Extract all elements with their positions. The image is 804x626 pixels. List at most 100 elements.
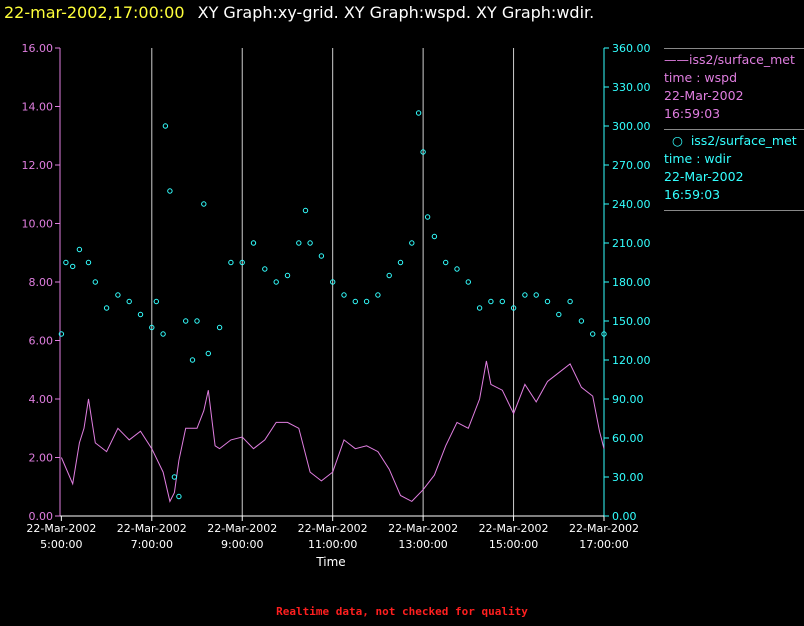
title-graph-names: XY Graph:xy-grid. XY Graph:wspd. XY Grap…: [197, 3, 595, 22]
x-tick-date: 22-Mar-2002: [117, 522, 187, 535]
wdir-point: [341, 292, 347, 298]
legend-entry-wdir: ○ iss2/surface_met time : wdir 22-Mar-20…: [664, 132, 804, 208]
legend: ——iss2/surface_met time : wspd 22-Mar-20…: [664, 46, 804, 213]
wdir-point: [284, 272, 291, 279]
wdir-point: [167, 188, 173, 194]
wdir-point: [578, 318, 585, 324]
y-right-tick-label: 210.00: [612, 237, 651, 250]
y-right-tick-label: 180.00: [612, 276, 651, 289]
line-marker-icon: ——: [664, 52, 689, 67]
y-right-tick-label: 300.00: [612, 120, 651, 133]
wdir-point: [363, 298, 370, 305]
wdir-point: [228, 259, 234, 266]
y-right-tick-label: 0.00: [612, 510, 637, 523]
wdir-point: [454, 266, 460, 272]
legend-separator: [664, 48, 804, 49]
legend-time: 16:59:03: [664, 106, 721, 121]
y-right-tick-label: 60.00: [612, 432, 644, 445]
wdir-point: [85, 259, 92, 266]
wdir-point: [544, 298, 551, 305]
wdir-point: [176, 493, 182, 500]
wdir-point: [189, 357, 196, 363]
wdir-point: [522, 292, 528, 298]
wdir-point: [465, 279, 471, 285]
wdir-point: [171, 474, 178, 480]
y-left-tick-label: 4.00: [29, 393, 54, 406]
legend-separator: [664, 210, 804, 211]
y-right-tick-label: 270.00: [612, 159, 651, 172]
legend-separator: [664, 129, 804, 130]
wdir-point: [76, 246, 83, 253]
circle-marker-icon: ○: [664, 133, 691, 148]
legend-variable: time : wspd: [664, 70, 738, 85]
legend-source: iss2/surface_met: [689, 52, 795, 67]
y-right-tick-label: 240.00: [612, 198, 651, 211]
wdir-point: [115, 292, 121, 298]
wdir-point: [510, 305, 517, 311]
wdir-point: [58, 331, 65, 337]
wdir-point: [409, 240, 415, 246]
quality-warning: Realtime data, not checked for quality: [276, 605, 528, 618]
x-tick-time: 11:00:00: [308, 538, 357, 551]
wdir-point: [153, 298, 160, 305]
x-tick-time: 15:00:00: [489, 538, 538, 551]
wdir-point: [556, 311, 562, 318]
wdir-point: [63, 259, 69, 266]
y-left-tick-label: 2.00: [29, 452, 54, 465]
wdir-point: [443, 259, 449, 266]
x-tick-date: 22-Mar-2002: [479, 522, 549, 535]
y-left-tick-label: 12.00: [22, 159, 54, 172]
wdir-point: [476, 305, 483, 311]
y-left-tick-label: 16.00: [22, 42, 54, 55]
x-tick-time: 9:00:00: [221, 538, 263, 551]
wdir-point: [216, 324, 223, 331]
wdir-point: [420, 149, 426, 155]
x-tick-time: 17:00:00: [579, 538, 628, 551]
wdir-point: [296, 240, 302, 246]
legend-entry-wspd: ——iss2/surface_met time : wspd 22-Mar-20…: [664, 51, 804, 127]
x-tick-date: 22-Mar-2002: [569, 522, 639, 535]
x-tick-date: 22-Mar-2002: [388, 522, 458, 535]
x-axis-label: Time: [315, 555, 345, 569]
wdir-point: [183, 318, 189, 324]
wdir-point: [415, 110, 422, 116]
wdir-point: [499, 298, 505, 305]
wdir-point: [201, 201, 207, 207]
wdir-point: [239, 259, 245, 266]
wspd-line: [60, 360, 605, 503]
y-right-tick-label: 150.00: [612, 315, 651, 328]
x-tick-time: 7:00:00: [131, 538, 173, 551]
wdir-point: [194, 318, 200, 324]
axes: 22-Mar-2002 5:00:00 22-Mar-2002 7:00:00 22-M…: [22, 42, 651, 551]
wdir-point: [375, 292, 381, 298]
wdir-series: [58, 110, 607, 500]
x-tick-time: 13:00:00: [398, 538, 447, 551]
wdir-point: [149, 324, 155, 331]
wdir-point: [533, 292, 539, 298]
wdir-point: [137, 311, 144, 318]
wdir-point: [262, 266, 268, 272]
title-timestamp: 22-mar-2002,17:00:00: [4, 3, 185, 22]
wdir-point: [386, 272, 392, 279]
wdir-point: [126, 298, 132, 305]
legend-source: iss2/surface_met: [690, 133, 797, 148]
title-bar: 22-mar-2002,17:00:00 XY Graph:xy-grid. X…: [0, 0, 804, 26]
wdir-point: [92, 279, 99, 285]
legend-date: 22-Mar-2002: [664, 169, 744, 184]
y-left-tick-label: 6.00: [29, 335, 54, 348]
legend-date: 22-Mar-2002: [664, 88, 744, 103]
wdir-point: [431, 233, 438, 240]
wdir-point: [567, 298, 573, 305]
x-tick-date: 22-Mar-2002: [26, 522, 96, 535]
y-left-tick-label: 14.00: [22, 101, 54, 114]
wdir-point: [302, 207, 309, 214]
wdir-point: [601, 331, 607, 337]
legend-time: 16:59:03: [664, 187, 721, 202]
y-right-tick-label: 120.00: [612, 354, 651, 367]
x-tick-date: 22-Mar-2002: [298, 522, 368, 535]
wdir-point: [103, 305, 110, 311]
x-tick-date: 22-Mar-2002: [207, 522, 277, 535]
y-right-tick-label: 90.00: [612, 393, 644, 406]
wdir-point: [70, 263, 76, 270]
